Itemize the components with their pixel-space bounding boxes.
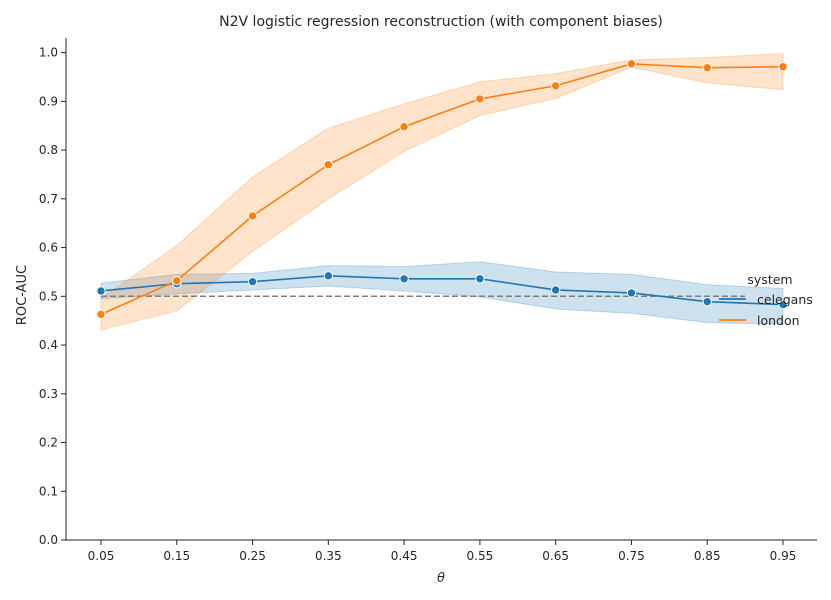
series-points: [96, 59, 788, 320]
x-axis-title: θ: [437, 571, 445, 586]
series-line-london: [100, 63, 784, 316]
x-tick-label: 0.15: [163, 549, 190, 563]
y-tick-label: 0.4: [39, 338, 58, 352]
data-point-celegans: [626, 288, 637, 298]
x-tick-label: 0.75: [618, 549, 645, 563]
confidence-band-celegans: [100, 261, 784, 325]
data-point-celegans: [247, 276, 258, 287]
data-point-london: [778, 62, 788, 72]
y-tick-label: 0.5: [39, 289, 58, 303]
confidence-band-london: [100, 53, 784, 331]
y-axis-title: ROC-AUC: [15, 265, 30, 325]
data-point-celegans: [550, 285, 561, 295]
data-point-london: [323, 160, 334, 170]
x-tick-label: 0.65: [542, 549, 569, 563]
x-tick-label: 0.35: [315, 549, 342, 563]
x-tick-label: 0.95: [770, 549, 797, 563]
y-axis-ticks: 0.0 0.1 0.2 0.3 0.4 0.5 0.6 0.7 0.8 0.9 1.0: [39, 46, 66, 547]
chart-title: N2V logistic regression reconstruction (…: [219, 14, 663, 30]
series-lines: [100, 63, 784, 316]
data-point-celegans: [323, 271, 334, 281]
data-point-celegans: [778, 299, 788, 310]
legend-label-london: london: [757, 313, 800, 328]
y-tick-label: 0.8: [39, 143, 58, 157]
data-point-london: [96, 309, 106, 320]
y-tick-label: 0.1: [39, 484, 58, 498]
legend-label-celegans: celegans: [757, 292, 813, 307]
confidence-bands: [100, 53, 784, 331]
x-tick-label: 0.55: [467, 549, 494, 563]
x-tick-label: 0.85: [694, 549, 721, 563]
data-point-london: [702, 63, 712, 73]
data-point-london: [399, 122, 409, 132]
data-point-london: [172, 276, 182, 286]
data-point-london: [247, 211, 258, 221]
y-tick-label: 0.6: [39, 241, 58, 255]
data-point-celegans: [96, 286, 106, 296]
x-tick-label: 0.05: [88, 549, 115, 563]
data-point-celegans: [399, 274, 409, 284]
data-point-celegans: [702, 296, 712, 307]
y-tick-label: 1.0: [39, 46, 58, 60]
data-point-london: [626, 59, 637, 69]
legend: system celegans london: [719, 272, 813, 328]
y-tick-label: 0.0: [39, 533, 58, 547]
x-axis-ticks: 0.05 0.15 0.25 0.35 0.45 0.55 0.65 0.75 0.85 0.95: [88, 540, 797, 563]
y-tick-label: 0.3: [39, 387, 58, 401]
x-tick-label: 0.25: [239, 549, 266, 563]
y-tick-label: 0.2: [39, 436, 58, 450]
legend-title: system: [747, 272, 792, 287]
data-point-london: [475, 94, 485, 104]
y-tick-label: 0.9: [39, 94, 58, 108]
data-point-london: [550, 81, 561, 91]
series-line-celegans: [100, 275, 784, 306]
x-tick-label: 0.45: [391, 549, 418, 563]
y-tick-label: 0.7: [39, 192, 58, 206]
data-point-celegans: [475, 274, 485, 284]
